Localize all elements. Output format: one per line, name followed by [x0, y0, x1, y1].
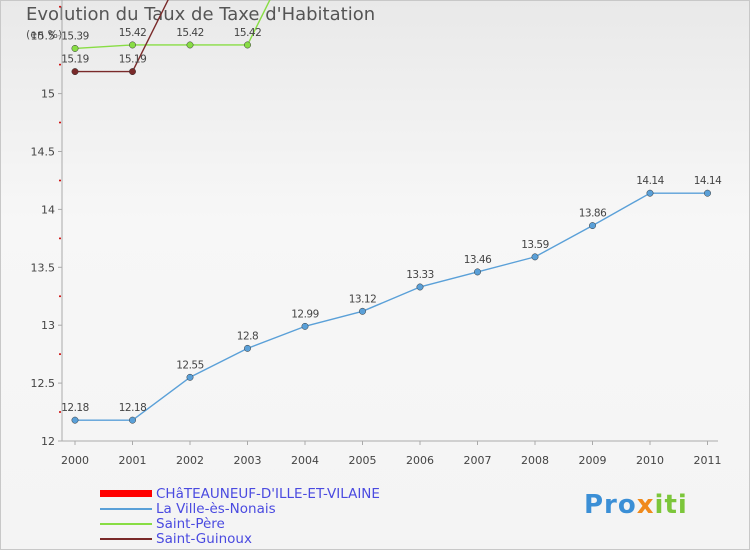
series-point-1-1: [129, 416, 136, 424]
x-tick-label-2: 2002: [176, 454, 204, 467]
legend-item-chateauneuf: CHâTEAUNEUF-D'ILLE-ET-VILAINE: [100, 485, 380, 502]
series-line-1: [74, 192, 709, 421]
series-2: [71, 0, 271, 52]
series-point-1-7: [474, 268, 481, 276]
series-1: [71, 189, 711, 424]
x-tick-label-0: 2000: [61, 454, 89, 467]
data-label-1-5: 13.12: [349, 293, 377, 305]
series-point-2-3: [244, 41, 251, 49]
series-point-2-2: [186, 41, 194, 49]
legend-swatch-saint-guinoux: [100, 537, 152, 540]
y-minor-tick-1: [59, 353, 61, 356]
x-tick-label-7: 2007: [464, 454, 492, 467]
logo-part-2: x: [636, 490, 655, 520]
y-tick-label-7: 15.5: [31, 30, 56, 43]
series-point-1-8: [531, 253, 539, 261]
data-label-1-10: 14.14: [636, 175, 664, 187]
data-label-1-6: 13.33: [406, 269, 434, 281]
x-tick-label-8: 2008: [521, 454, 549, 467]
proxiti-logo: Proxiti: [584, 490, 688, 520]
data-label-1-0: 12.18: [61, 402, 89, 414]
data-label-2-0: 15.39: [61, 30, 89, 42]
series-point-2-0: [71, 44, 79, 52]
legend-label-ville-es-nonais: La Ville-ès-Nonais: [156, 500, 276, 517]
y-minor-tick-4: [59, 179, 61, 182]
y-minor-tick-3: [59, 237, 61, 240]
series-point-2-1: [129, 41, 136, 49]
data-label-1-11: 14.14: [694, 175, 722, 187]
data-label-2-3: 15.42: [234, 27, 262, 39]
x-tick-label-1: 2001: [119, 454, 147, 467]
y-minor-tick-7: [59, 5, 61, 8]
y-minor-tick-2: [59, 295, 61, 298]
chart-ylabel: (en %): [26, 28, 63, 41]
series-point-1-0: [71, 416, 79, 424]
x-tick-label-6: 2006: [406, 454, 434, 467]
x-tick-label-5: 2005: [349, 454, 377, 467]
y-minor-tick-6: [59, 63, 61, 66]
x-tick-label-11: 2011: [694, 454, 722, 467]
series-line-2: [74, 0, 271, 50]
data-label-1-8: 13.59: [521, 239, 549, 251]
legend-item-saint-pere: Saint-Père: [100, 515, 225, 532]
data-label-3-1: 15.19: [119, 54, 147, 66]
series-point-3-1: [129, 68, 136, 76]
x-tick-label-3: 2003: [234, 454, 262, 467]
y-tick-label-4: 14: [41, 203, 55, 216]
legend-item-ville-es-nonais: La Ville-ès-Nonais: [100, 500, 276, 517]
series-point-3-0: [71, 68, 79, 76]
chart-title: Evolution du Taux de Taxe d'Habitation: [26, 4, 376, 25]
series-point-1-10: [646, 189, 654, 197]
data-label-1-1: 12.18: [119, 402, 147, 414]
data-label-2-1: 15.42: [119, 27, 147, 39]
data-label-1-9: 13.86: [579, 208, 607, 220]
legend-swatch-saint-pere: [100, 522, 152, 525]
legend-swatch-chateauneuf: [100, 490, 152, 497]
y-tick-label-0: 12: [41, 435, 55, 448]
series-3: [71, 0, 169, 76]
logo-part-3: iti: [654, 490, 688, 520]
logo-part-1: Pro: [584, 490, 637, 520]
series-point-1-5: [359, 307, 366, 315]
legend-label-chateauneuf: CHâTEAUNEUF-D'ILLE-ET-VILAINE: [156, 485, 380, 502]
data-label-1-7: 13.46: [464, 254, 492, 266]
x-tick-label-10: 2010: [636, 454, 664, 467]
x-tick-label-4: 2004: [291, 454, 319, 467]
legend-item-saint-guinoux: Saint-Guinoux: [100, 530, 252, 547]
data-label-1-2: 12.55: [176, 359, 204, 371]
x-tick-label-9: 2009: [579, 454, 607, 467]
data-label-1-4: 12.99: [291, 308, 319, 320]
series-point-1-6: [416, 283, 424, 291]
y-tick-label-5: 14.5: [31, 146, 56, 159]
y-minor-tick-0: [59, 411, 61, 414]
series-point-1-4: [301, 322, 309, 330]
y-tick-label-6: 15: [41, 88, 55, 101]
series-point-1-2: [186, 373, 194, 381]
y-minor-tick-5: [59, 121, 61, 124]
legend-label-saint-pere: Saint-Père: [156, 515, 225, 532]
series-point-1-9: [589, 222, 596, 230]
data-label-2-2: 15.42: [176, 27, 204, 39]
data-label-3-0: 15.19: [61, 54, 89, 66]
series-line-3: [74, 0, 169, 73]
legend-label-saint-guinoux: Saint-Guinoux: [156, 530, 252, 547]
y-tick-label-2: 13: [41, 319, 55, 332]
legend-swatch-ville-es-nonais: [100, 507, 152, 510]
y-tick-label-1: 12.5: [31, 377, 56, 390]
y-tick-label-3: 13.5: [31, 261, 56, 274]
data-label-1-3: 12.8: [237, 330, 258, 342]
series-point-1-11: [704, 189, 711, 197]
series-point-1-3: [244, 344, 251, 352]
